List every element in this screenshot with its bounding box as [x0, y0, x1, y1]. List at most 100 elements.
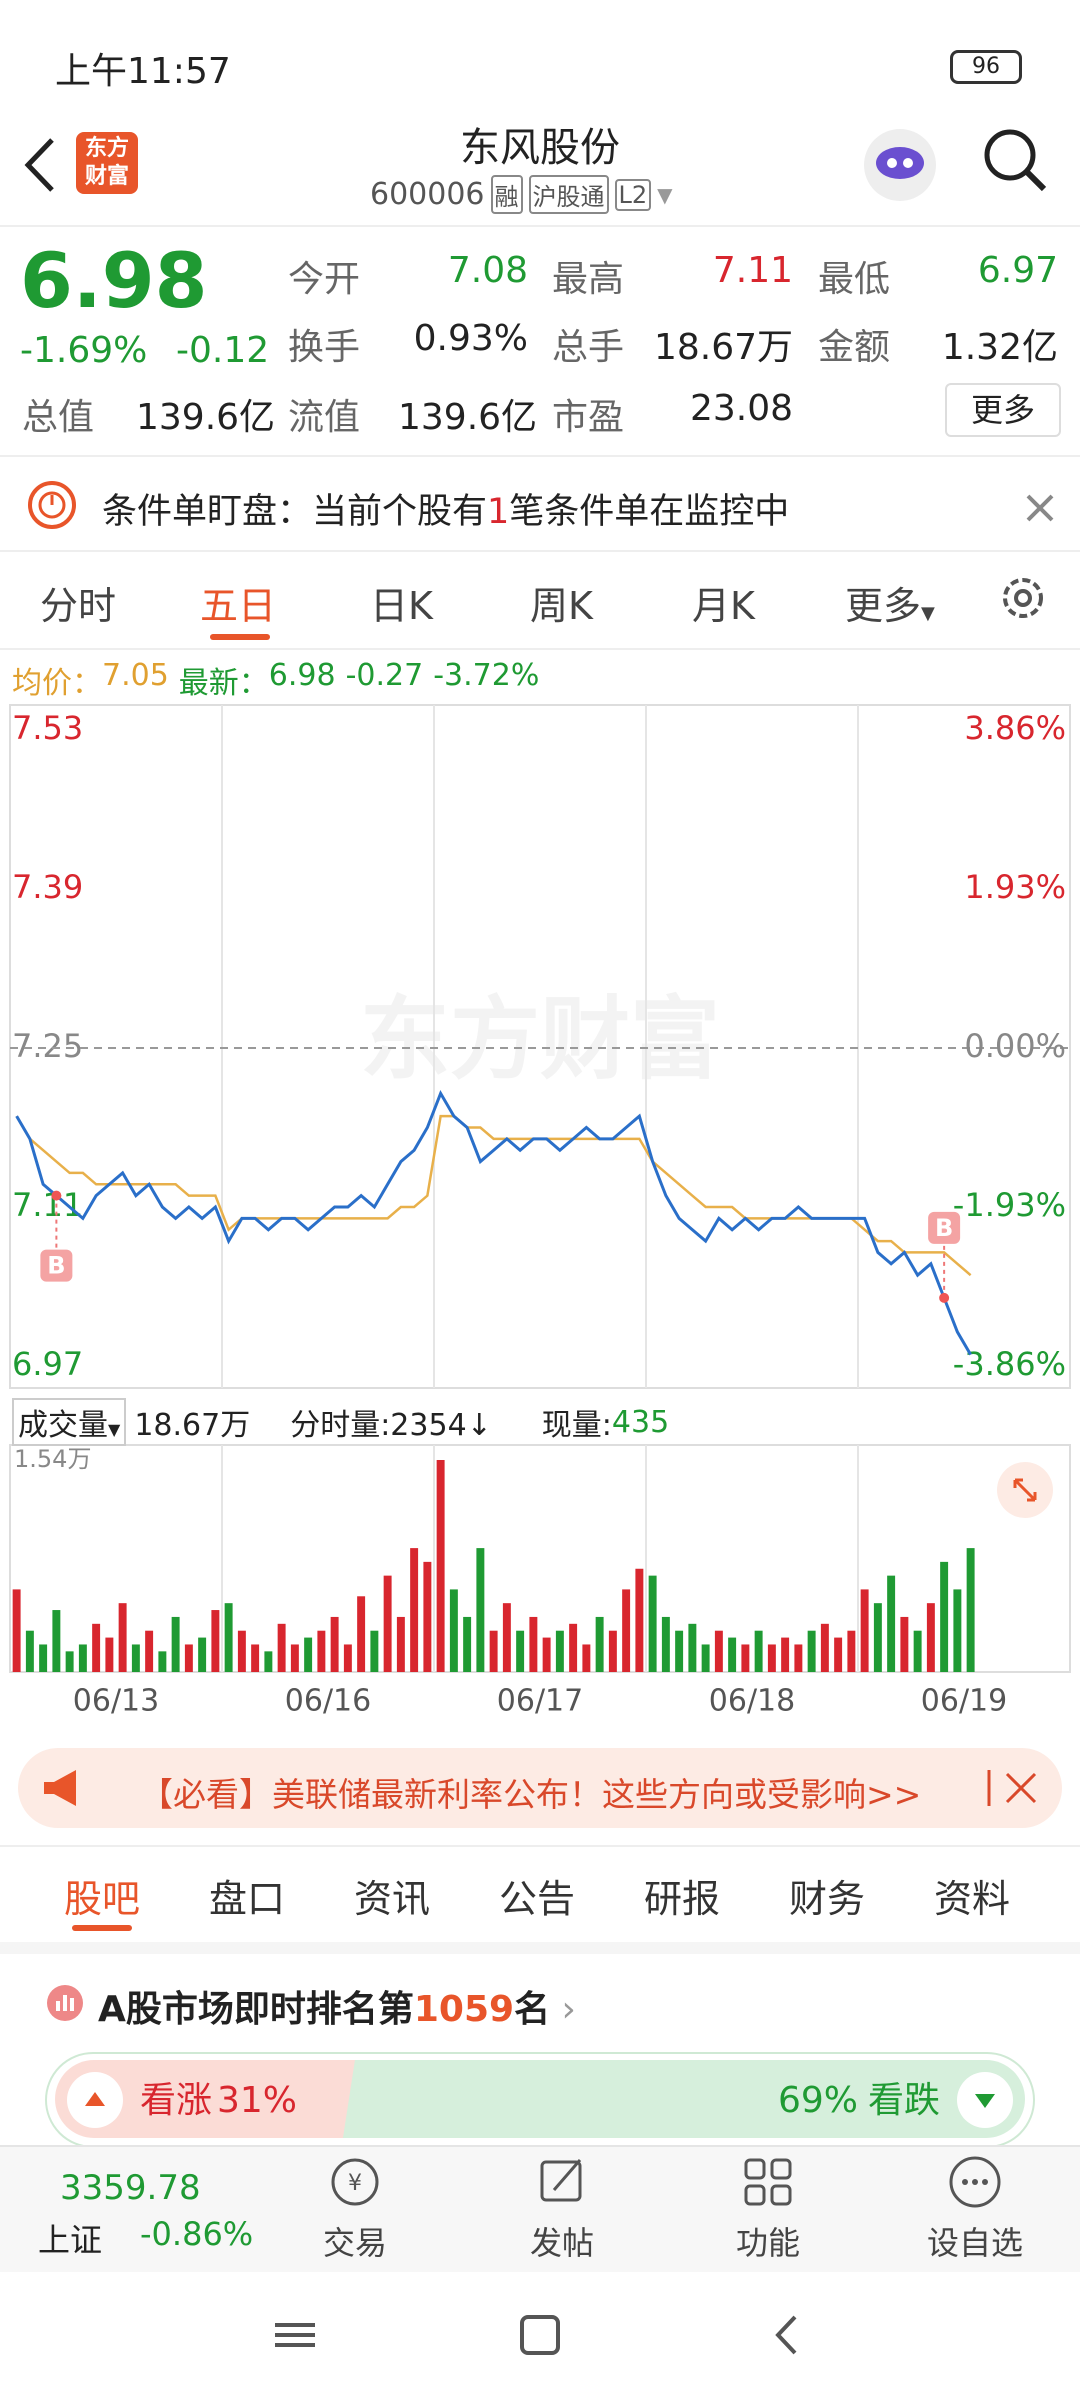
volume-bar: [131, 1644, 140, 1672]
volume-bar: [304, 1637, 313, 1672]
notice-text[interactable]: 条件单盯盘：当前个股有1笔条件单在监控中: [102, 483, 789, 534]
settings-button[interactable]: [997, 572, 1049, 624]
volume-bar: [449, 1589, 458, 1672]
volume-bar: [436, 1460, 445, 1672]
field-label: 最高: [552, 259, 625, 300]
chart-tab[interactable]: 分时: [40, 584, 117, 628]
tab-underline: [210, 634, 270, 640]
marker-badge: [928, 1211, 961, 1244]
index-value[interactable]: 3359.78: [60, 2168, 201, 2208]
back-button[interactable]: [20, 135, 60, 195]
up-segment: [55, 2060, 355, 2138]
latest-value: 6.98: [268, 658, 336, 693]
volume-bar: [701, 1644, 710, 1672]
marker-label: B: [935, 1214, 953, 1242]
y-tick-label: 7.39: [12, 868, 83, 906]
volume-label: 成交量: [18, 1408, 108, 1443]
latest-change: -0.27: [345, 658, 424, 693]
volume-bar: [65, 1651, 74, 1672]
volume-bar: [754, 1630, 763, 1672]
badge: 融: [490, 175, 523, 214]
app-logo[interactable]: 东方财富: [76, 132, 138, 194]
field-value: 7.08: [447, 250, 528, 291]
assistant-avatar[interactable]: [860, 125, 940, 205]
chart-tab[interactable]: 更多▼: [845, 584, 935, 628]
search-button[interactable]: [980, 125, 1050, 195]
volume-bar: [847, 1630, 856, 1672]
volume-bar: [52, 1610, 61, 1672]
field-label: 今开: [288, 259, 361, 300]
volume-bar: [317, 1630, 326, 1672]
volume-bar: [423, 1561, 432, 1672]
volume-frame: [9, 1444, 1071, 1673]
volume-bar: [290, 1644, 299, 1672]
chart-tab[interactable]: 月K: [692, 584, 755, 628]
volume-bar: [953, 1589, 962, 1672]
close-button[interactable]: [1020, 488, 1060, 528]
divider: [0, 455, 1080, 457]
news-banner[interactable]: [18, 1748, 1062, 1828]
down-value: 69%: [778, 2080, 858, 2121]
chart-tab[interactable]: 周K: [530, 584, 593, 628]
ranking-value: 1059: [413, 1989, 515, 2030]
volume-bar: [476, 1548, 485, 1672]
volume-bar: [582, 1644, 591, 1672]
volume-selector[interactable]: 成交量▼: [12, 1398, 127, 1446]
notice-count: 1: [487, 492, 510, 532]
nav-label[interactable]: 发帖: [529, 2224, 594, 2262]
volume-bar: [396, 1616, 405, 1672]
x-tick-label: 06/13: [73, 1684, 159, 1719]
x-tick-label: 06/16: [285, 1684, 371, 1719]
field-label: 流值: [288, 397, 361, 438]
avg-value: 7.05: [102, 658, 169, 693]
banner-close[interactable]: [985, 1768, 1045, 1808]
notice-icon: [28, 481, 76, 529]
volume-bar: [966, 1548, 975, 1672]
notice-suffix: 笔条件单在监控中: [509, 492, 790, 532]
index-name[interactable]: 上证: [38, 2221, 103, 2259]
field-label: 最低: [818, 259, 891, 300]
volume-bar: [78, 1644, 87, 1672]
notice-prefix: 条件单盯盘：当前个股有: [102, 492, 488, 532]
section-tab[interactable]: 公告: [498, 1877, 575, 1921]
section-tab[interactable]: 财务: [788, 1877, 865, 1921]
volume-bar: [569, 1623, 578, 1672]
down-arrow: [975, 2094, 995, 2108]
rank-icon: [47, 1985, 83, 2021]
chart-tab-active[interactable]: 五日: [200, 584, 277, 628]
section-tab[interactable]: 研报: [643, 1877, 720, 1921]
section-tab[interactable]: 资讯: [353, 1877, 430, 1921]
volume-bar: [39, 1644, 48, 1672]
ranking[interactable]: A股市场即时排名第1059名 ›: [98, 1989, 576, 2030]
nav-label[interactable]: 设自选: [926, 2224, 1023, 2262]
field-value: 6.97: [977, 250, 1058, 291]
volume-bar: [264, 1651, 273, 1672]
y2-tick-label: 0.00%: [964, 1027, 1066, 1065]
field-value: 139.6亿: [398, 397, 538, 438]
nav-label[interactable]: 交易: [322, 2224, 387, 2262]
index-change[interactable]: -0.86%: [140, 2215, 254, 2253]
section-tab[interactable]: 股吧: [63, 1877, 140, 1921]
volume-tick-label: 1.54万: [14, 1445, 91, 1473]
volume-bar: [940, 1561, 949, 1672]
volume-bar: [728, 1637, 737, 1672]
latest-change-pct: -3.72%: [433, 658, 540, 693]
expand-button[interactable]: [995, 1460, 1055, 1520]
chart-tab[interactable]: 日K: [370, 584, 433, 628]
banner-text[interactable]: 【必看】美联储最新利率公布！这些方向或受影响>>: [140, 1775, 922, 1814]
price-line: [15, 1089, 972, 1356]
section-tab[interactable]: 盘口: [208, 1877, 285, 1921]
volume-bar: [171, 1616, 180, 1672]
section-tab[interactable]: 资料: [933, 1877, 1010, 1921]
nav-label[interactable]: 功能: [735, 2224, 800, 2262]
volume-bar: [198, 1637, 207, 1672]
divider: [0, 648, 1080, 650]
more-button[interactable]: 更多: [945, 383, 1061, 437]
x-tick-label: 06/19: [921, 1684, 1007, 1719]
ranking-suffix: 名: [514, 1989, 551, 2030]
volume-bar: [900, 1616, 909, 1672]
field-value: 139.6亿: [136, 397, 276, 438]
y2-tick-label: 3.86%: [964, 709, 1066, 747]
